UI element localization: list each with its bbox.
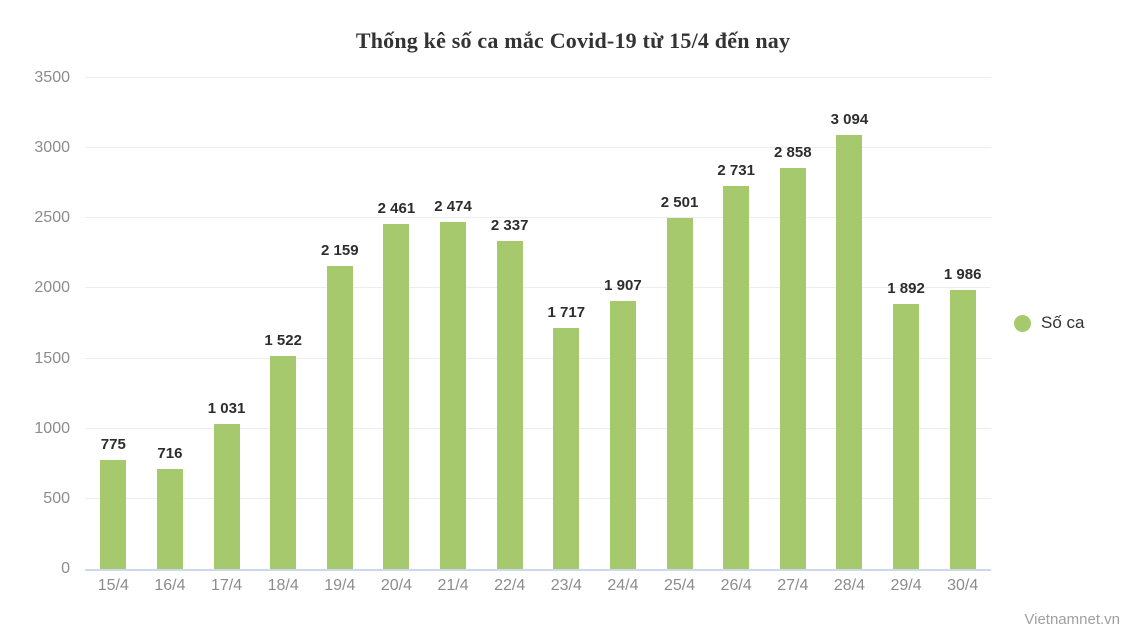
gridline [85,497,991,499]
bar-slot: 2 474 [425,78,482,569]
plot-area: 775 716 1 031 1 522 2 159 2 461 2 474 2 337 1 71… [85,77,991,571]
bar [553,328,580,569]
x-tick-label: 28/4 [833,577,865,594]
gridline [85,357,991,359]
bar-value-label: 1 892 [887,279,925,297]
bar [779,168,806,569]
bar-value-label: 2 337 [490,217,529,235]
gridline [85,77,991,78]
bar-value-label: 1 522 [264,331,302,349]
bar-value-label: 2 731 [717,161,755,179]
y-tick-label: 500 [43,489,70,507]
gridline [85,147,991,149]
gridline [85,217,991,219]
bar-value-label: 1 986 [943,266,982,284]
bar [326,266,353,569]
bar-slot: 2 337 [481,78,538,569]
x-tick-label: 21/4 [437,577,469,594]
bar-slot: 716 [142,78,199,569]
bar-value-label: 1 031 [207,400,246,418]
bar-value-label: 1 907 [604,277,642,295]
bar [213,424,240,569]
watermark: Vietnamnet.vn [1024,611,1120,628]
bar [836,134,863,569]
gridline [85,427,991,429]
bar-value-label: 1 717 [547,304,586,322]
bar [100,460,127,569]
x-tick-label: 26/4 [720,577,752,594]
x-tick-label: 17/4 [210,577,243,594]
bar-slot: 2 501 [651,78,708,569]
bar [723,185,750,569]
y-tick-label: 0 [61,560,70,577]
x-tick-label: 29/4 [890,577,922,594]
bar-slot: 1 031 [198,78,255,569]
bar-slot: 775 [85,78,142,569]
bar-value-label: 716 [157,444,183,462]
bar-slot: 1 907 [595,78,652,569]
bar [666,218,693,569]
y-tick-label: 3500 [34,69,70,86]
legend-dot-icon [1014,314,1031,332]
bar [383,223,410,569]
bar-slot: 2 858 [765,78,822,569]
y-axis: 0 500 1000 1500 2000 2500 3000 3500 [0,70,70,577]
bar [496,241,523,569]
x-tick-label: 20/4 [380,577,412,594]
bar [440,221,467,569]
bar-value-label: 2 159 [321,242,359,260]
bar-slot: 3 094 [821,78,878,569]
bar [893,303,920,569]
bar-series: 775 716 1 031 1 522 2 159 2 461 2 474 2 337 1 71… [85,78,991,569]
bar-value-label: 3 094 [830,110,869,128]
chart-title: Thống kê số ca mắc Covid-19 từ 15/4 đến … [355,28,791,53]
y-tick-label: 2000 [34,279,70,297]
bar [156,468,183,569]
x-tick-label: 25/4 [663,577,696,594]
bar-value-label: 775 [100,436,126,454]
bar-value-label: 2 474 [434,197,472,215]
bar-slot: 2 461 [368,78,425,569]
x-tick-label: 18/4 [267,577,299,594]
x-tick-label: 24/4 [607,577,639,594]
x-tick-label: 27/4 [777,577,809,594]
bar-value-label: 2 461 [377,199,416,217]
bar [609,301,636,569]
y-tick-label: 1500 [34,349,70,367]
x-tick-label: 16/4 [154,577,186,594]
bar [270,355,297,569]
bar-slot: 1 986 [934,78,991,569]
x-tick-label: 22/4 [494,577,526,594]
bar-value-label: 2 858 [774,144,812,162]
x-tick-label: 15/4 [97,577,129,594]
y-tick-label: 3000 [34,139,70,157]
bar-slot: 1 717 [538,78,595,569]
bar-slot: 1 892 [878,78,935,569]
bar-value-label: 2 501 [660,194,699,212]
legend-label: Số ca [1041,313,1085,332]
legend: Số ca [1014,313,1084,333]
bar-slot: 2 731 [708,78,765,569]
bar [949,290,976,569]
y-tick-label: 1000 [34,419,70,437]
y-tick-label: 2500 [34,209,70,227]
x-tick-label: 30/4 [947,577,979,594]
bar-slot: 1 522 [255,78,312,569]
x-tick-label: 23/4 [550,577,582,594]
bar-slot: 2 159 [312,78,369,569]
x-axis: 15/4 16/4 17/4 18/4 19/4 20/4 21/4 22/4 23/4 24/4… [85,577,991,595]
x-tick-label: 19/4 [324,577,356,594]
gridline [85,287,991,289]
